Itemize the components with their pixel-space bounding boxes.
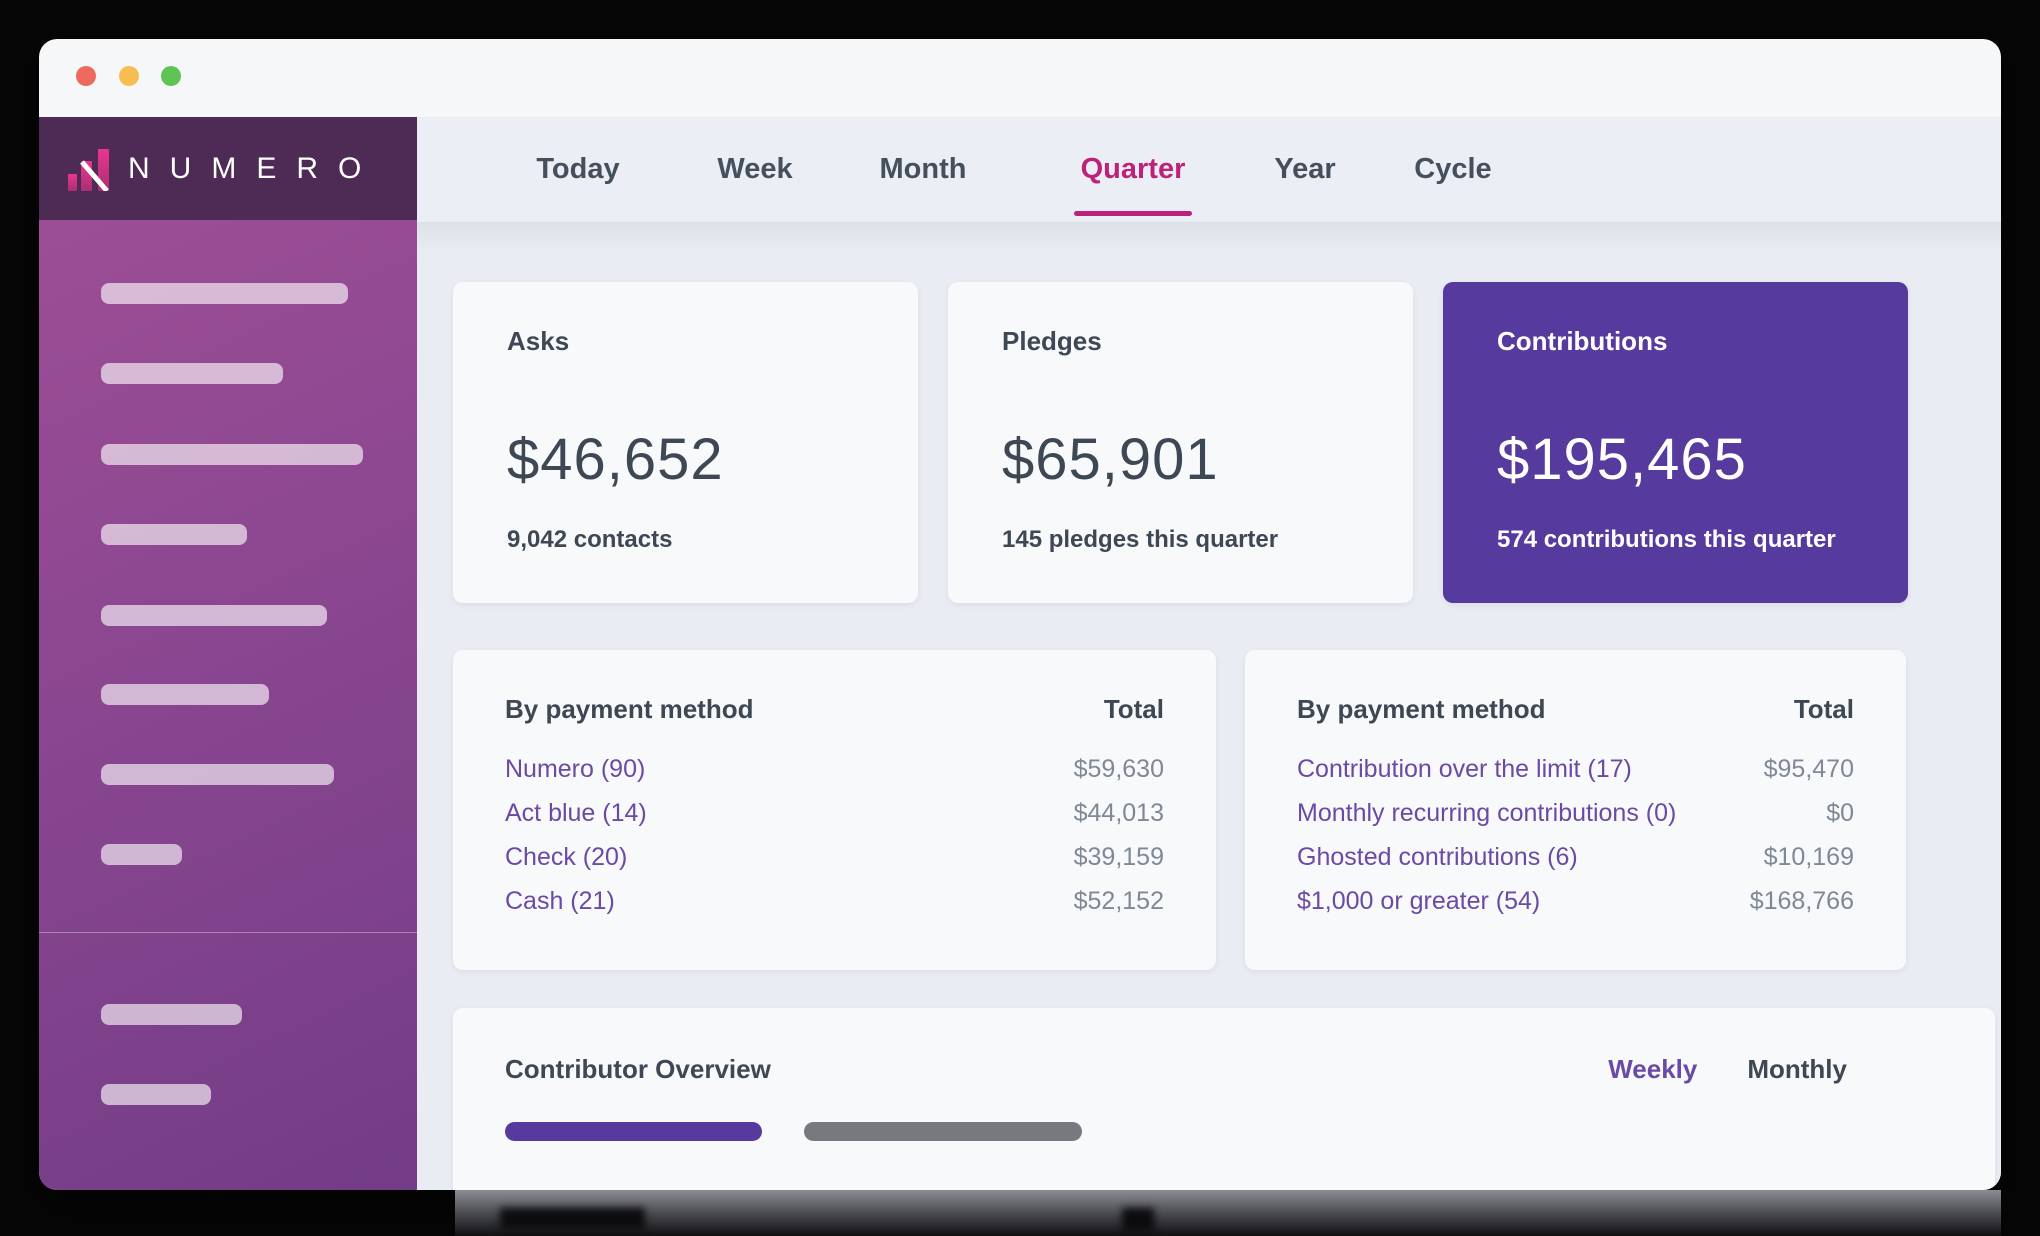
overview-legend-bar-gray bbox=[804, 1122, 1082, 1141]
tab-cycle[interactable]: Cycle bbox=[1414, 117, 1491, 222]
brand-name: NUMERO bbox=[128, 151, 382, 185]
row-link[interactable]: Cash (21) bbox=[505, 887, 615, 915]
row-link[interactable]: Numero (90) bbox=[505, 755, 646, 783]
tab-quarter[interactable]: Quarter bbox=[1081, 117, 1186, 222]
overview-title: Contributor Overview bbox=[505, 1054, 771, 1084]
sidebar-nav-placeholder[interactable] bbox=[101, 764, 334, 785]
sidebar-nav-placeholder[interactable] bbox=[101, 684, 269, 705]
sidebar-header: NUMERO bbox=[39, 117, 417, 220]
table-header-label: By payment method bbox=[1297, 694, 1546, 724]
row-link[interactable]: $1,000 or greater (54) bbox=[1297, 887, 1541, 915]
sidebar: NUMERO bbox=[39, 117, 417, 1190]
sidebar-nav-placeholder[interactable] bbox=[101, 844, 182, 865]
sidebar-nav-placeholder[interactable] bbox=[101, 283, 348, 304]
row-value: $39,159 bbox=[1073, 843, 1164, 871]
table-header-label: By payment method bbox=[505, 694, 754, 724]
pledges-card: Pledges $65,901 145 pledges this quarter bbox=[948, 282, 1413, 603]
row-value: $10,169 bbox=[1763, 843, 1854, 871]
table-row: Monthly recurring contributions (0) $0 bbox=[1297, 798, 1854, 828]
sidebar-nav-placeholder[interactable] bbox=[101, 444, 363, 465]
table-row: Act blue (14) $44,013 bbox=[505, 798, 1164, 828]
table-row: Cash (21) $52,152 bbox=[505, 886, 1164, 916]
tab-month[interactable]: Month bbox=[880, 117, 967, 222]
sidebar-nav-placeholder[interactable] bbox=[101, 363, 283, 384]
shadow-smudge bbox=[500, 1208, 645, 1230]
table-row: Contribution over the limit (17) $95,470 bbox=[1297, 754, 1854, 784]
row-value: $44,013 bbox=[1073, 799, 1164, 827]
period-tabs: Today Week Month Quarter Year Cycle bbox=[417, 117, 2001, 222]
asks-card: Asks $46,652 9,042 contacts bbox=[453, 282, 918, 603]
table-row: $1,000 or greater (54) $168,766 bbox=[1297, 886, 1854, 916]
numero-logo-icon bbox=[68, 148, 109, 191]
window-bottom-shadow bbox=[455, 1190, 2001, 1236]
payment-method-table-right: By payment method Total Contribution ove… bbox=[1245, 650, 1906, 970]
row-value: $0 bbox=[1826, 799, 1854, 827]
overview-legend-bar-purple bbox=[505, 1122, 762, 1141]
contributor-overview-card: Contributor Overview Weekly Monthly bbox=[453, 1008, 1995, 1190]
sidebar-nav-placeholder[interactable] bbox=[101, 1004, 242, 1025]
card-value: $46,652 bbox=[507, 427, 724, 492]
card-subtitle: 145 pledges this quarter bbox=[1002, 526, 1279, 553]
card-value: $65,901 bbox=[1002, 427, 1219, 492]
table-header-total: Total bbox=[1103, 694, 1164, 724]
tab-year[interactable]: Year bbox=[1274, 117, 1335, 222]
row-link[interactable]: Monthly recurring contributions (0) bbox=[1297, 799, 1677, 827]
table-row: Ghosted contributions (6) $10,169 bbox=[1297, 842, 1854, 872]
table-row: Numero (90) $59,630 bbox=[505, 754, 1164, 784]
sidebar-nav-placeholder[interactable] bbox=[101, 605, 327, 626]
table-header: By payment method Total bbox=[1297, 693, 1854, 725]
card-title: Pledges bbox=[1002, 326, 1102, 356]
card-subtitle: 574 contributions this quarter bbox=[1497, 526, 1836, 553]
weekly-toggle[interactable]: Weekly bbox=[1608, 1054, 1698, 1084]
card-subtitle: 9,042 contacts bbox=[507, 526, 673, 553]
row-link[interactable]: Ghosted contributions (6) bbox=[1297, 843, 1578, 871]
sidebar-nav-placeholder[interactable] bbox=[101, 1084, 211, 1105]
sidebar-nav-placeholder[interactable] bbox=[101, 524, 247, 545]
app-window: NUMERO Today Week Month bbox=[39, 39, 2001, 1190]
row-link[interactable]: Act blue (14) bbox=[505, 799, 647, 827]
card-title: Asks bbox=[507, 326, 570, 356]
table-header-total: Total bbox=[1793, 694, 1854, 724]
zoom-window-button[interactable] bbox=[161, 66, 181, 86]
shadow-smudge bbox=[1122, 1208, 1154, 1232]
card-value: $195,465 bbox=[1497, 427, 1747, 492]
overview-toggle-group: Weekly Monthly bbox=[1608, 1054, 1847, 1085]
active-tab-underline bbox=[1074, 211, 1192, 216]
row-value: $59,630 bbox=[1073, 755, 1164, 783]
table-row: Check (20) $39,159 bbox=[505, 842, 1164, 872]
row-link[interactable]: Check (20) bbox=[505, 843, 628, 871]
tab-today[interactable]: Today bbox=[536, 117, 619, 222]
monthly-toggle[interactable]: Monthly bbox=[1747, 1054, 1847, 1084]
row-value: $168,766 bbox=[1749, 887, 1854, 915]
stats-row: Asks $46,652 9,042 contacts Pledges $65,… bbox=[453, 282, 1908, 603]
minimize-window-button[interactable] bbox=[119, 66, 139, 86]
sidebar-divider bbox=[39, 932, 417, 933]
tables-row: By payment method Total Numero (90) $59,… bbox=[453, 650, 1906, 970]
card-title: Contributions bbox=[1497, 326, 1668, 356]
sidebar-nav bbox=[39, 220, 417, 1190]
row-value: $52,152 bbox=[1073, 887, 1164, 915]
table-header: By payment method Total bbox=[505, 693, 1164, 725]
tab-week[interactable]: Week bbox=[717, 117, 792, 222]
row-value: $95,470 bbox=[1763, 755, 1854, 783]
dashboard-content: Asks $46,652 9,042 contacts Pledges $65,… bbox=[417, 222, 2001, 1190]
payment-method-table-left: By payment method Total Numero (90) $59,… bbox=[453, 650, 1216, 970]
contributions-card: Contributions $195,465 574 contributions… bbox=[1443, 282, 1908, 603]
row-link[interactable]: Contribution over the limit (17) bbox=[1297, 755, 1632, 783]
main-area: Today Week Month Quarter Year Cycle Asks… bbox=[417, 117, 2001, 1190]
close-window-button[interactable] bbox=[76, 66, 96, 86]
